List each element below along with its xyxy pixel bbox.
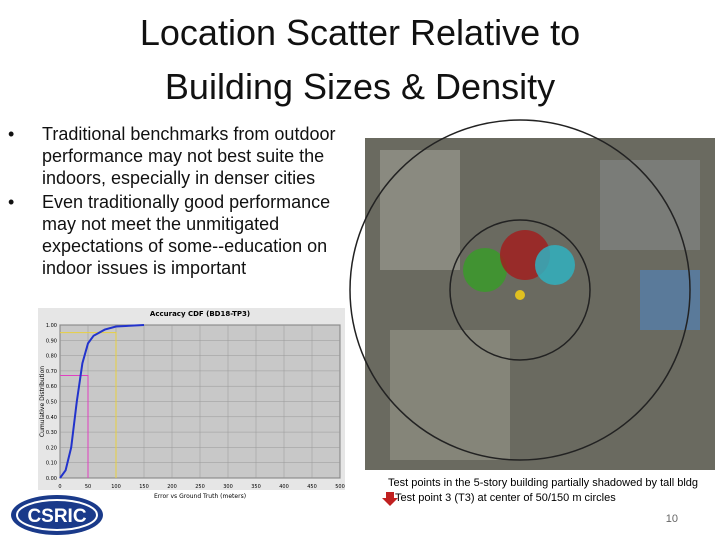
x-tick-label: 150 [139, 484, 149, 490]
logo-text: CSRIC [27, 506, 86, 527]
y-tick-label: 0.60 [46, 384, 57, 390]
caption: Test points in the 5-story building part… [388, 477, 698, 489]
bullet-text: Traditional benchmarks from outdoor perfo… [42, 124, 335, 188]
y-tick-label: 1.00 [46, 323, 57, 329]
x-tick-label: 0 [58, 484, 61, 490]
y-tick-label: 0.80 [46, 354, 57, 360]
page-number: 10 [666, 513, 678, 525]
cdf-line [59, 324, 145, 479]
y-axis-label: Cumulative Distribution [39, 366, 46, 437]
caption: Test point 3 (T3) at center of 50/150 m … [395, 492, 616, 504]
x-tick-label: 250 [195, 484, 205, 490]
y-tick-label: 0.40 [46, 415, 57, 421]
y-tick-label: 0.50 [46, 400, 57, 406]
reference-line [60, 374, 89, 478]
reference-line [60, 332, 117, 478]
slide-title: Location Scatter Relative to [140, 12, 580, 53]
y-tick-label: 0.20 [46, 445, 57, 451]
bullet-dot: • [8, 192, 14, 212]
x-tick-label: 100 [111, 484, 121, 490]
chart-title: Accuracy CDF (BD18-TP3) [150, 310, 250, 318]
x-tick-label: 500 [335, 484, 345, 490]
y-tick-label: 0.90 [46, 338, 57, 344]
y-tick-label: 0.10 [46, 461, 57, 467]
slide-title: Building Sizes & Density [165, 66, 555, 107]
arrow-icon [382, 492, 398, 506]
y-tick-label: 0.70 [46, 369, 57, 375]
logo: CSRIC [11, 495, 103, 535]
x-axis-label: Error vs Ground Truth (meters) [154, 493, 246, 500]
bullet-text: Even traditionally good performance may n… [42, 192, 330, 278]
y-tick-label: 0.00 [46, 476, 57, 482]
bullet-dot: • [8, 124, 14, 144]
x-tick-label: 400 [279, 484, 289, 490]
x-tick-label: 350 [251, 484, 261, 490]
y-tick-label: 0.30 [46, 430, 57, 436]
x-tick-label: 200 [167, 484, 177, 490]
x-tick-label: 450 [307, 484, 317, 490]
x-tick-label: 50 [85, 484, 91, 490]
photo [349, 119, 715, 470]
x-tick-label: 300 [223, 484, 233, 490]
